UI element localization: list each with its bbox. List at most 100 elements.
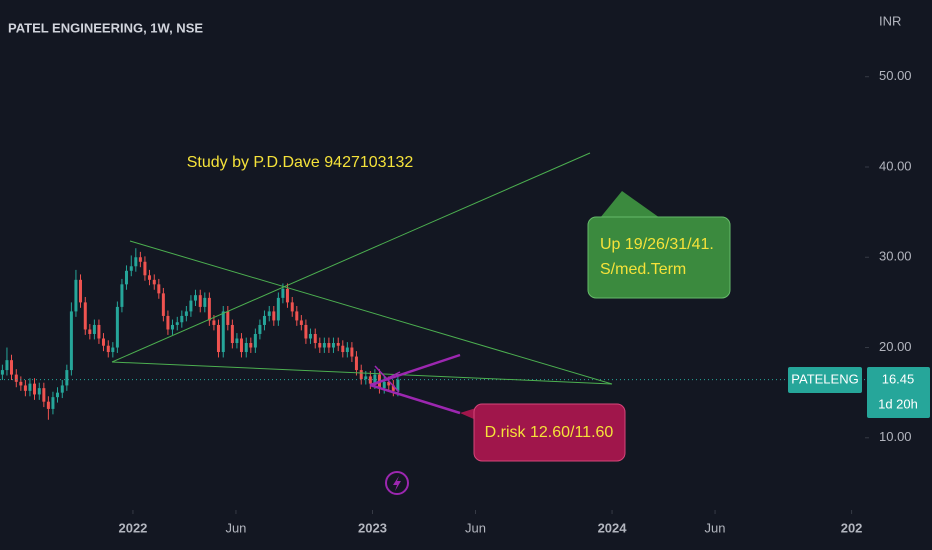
candle-body xyxy=(226,311,230,325)
candle-body xyxy=(55,392,59,398)
candle-body xyxy=(207,297,211,321)
candle-body xyxy=(124,270,128,285)
annotation: D.risk 12.60/11.60 xyxy=(485,424,614,441)
pattern-line xyxy=(371,371,401,387)
candle-body xyxy=(175,322,179,325)
x-tick-label: 202 xyxy=(841,520,863,535)
candle-body xyxy=(97,324,101,339)
candle-body xyxy=(249,343,253,348)
candle-body xyxy=(304,324,308,339)
candle-body xyxy=(170,324,174,330)
candle-body xyxy=(138,257,142,262)
candle-body xyxy=(253,333,257,348)
currency-label: INR xyxy=(879,13,901,28)
candle-body xyxy=(327,343,331,348)
candle-body xyxy=(285,288,289,303)
candle-body xyxy=(359,370,363,380)
candle-body xyxy=(350,347,354,357)
callout-box xyxy=(473,403,626,462)
candle-body xyxy=(322,343,326,348)
symbol-tag xyxy=(788,367,862,393)
y-tick-label: 50.00 xyxy=(879,68,912,83)
chart-title: PATEL ENGINEERING, 1W, NSE xyxy=(8,20,203,35)
candle-body xyxy=(129,266,133,271)
event-icon-bolt xyxy=(393,476,401,491)
last-price-label: 16.45 xyxy=(882,371,915,386)
annotation: Up 19/26/31/41. xyxy=(600,236,714,253)
candle-body xyxy=(101,338,105,346)
candle-body xyxy=(341,345,345,353)
pattern-line xyxy=(369,383,461,415)
candle-body xyxy=(368,376,372,384)
x-tick-label: 2024 xyxy=(598,520,628,535)
candle-body xyxy=(143,261,147,276)
candle-body xyxy=(46,401,50,409)
x-tick-label: Jun xyxy=(705,520,726,535)
candle-body xyxy=(203,297,207,307)
candle-body xyxy=(267,311,271,316)
candle-body xyxy=(230,324,234,344)
candle-body xyxy=(272,311,276,321)
countdown-label: 1d 20h xyxy=(878,396,918,411)
candle-body xyxy=(364,376,368,380)
candle-body xyxy=(313,333,317,344)
candle-body xyxy=(387,381,391,386)
candle-body xyxy=(51,397,55,409)
candle-body xyxy=(244,343,248,353)
candle-body xyxy=(276,297,280,321)
candle-body xyxy=(382,381,386,389)
candle-body xyxy=(354,356,358,371)
candle-body xyxy=(318,343,322,348)
candle-body xyxy=(336,343,340,346)
callout-box xyxy=(587,216,731,299)
candle-body xyxy=(37,388,41,395)
candle-body xyxy=(134,257,138,267)
candle-body xyxy=(147,275,151,280)
candle-body xyxy=(152,279,156,285)
candle-body xyxy=(69,311,73,371)
candle-body xyxy=(74,279,78,312)
trend-line xyxy=(129,240,613,385)
candle-body xyxy=(14,374,18,382)
candle-body xyxy=(19,381,23,386)
candle-body xyxy=(32,383,36,395)
candle-body xyxy=(106,345,110,353)
candle-body xyxy=(193,295,197,301)
candle-body xyxy=(198,295,202,307)
candle-body xyxy=(258,324,262,334)
candle-body xyxy=(308,333,312,339)
candle-body xyxy=(373,374,377,384)
event-icon[interactable] xyxy=(385,471,409,495)
candle-body xyxy=(180,315,184,323)
callout-tail xyxy=(600,191,660,218)
candle-body xyxy=(65,370,69,386)
candle-body xyxy=(290,302,294,312)
x-tick-label: Jun xyxy=(465,520,486,535)
candle-body xyxy=(23,385,27,391)
callout-tail xyxy=(460,408,476,420)
trend-lines xyxy=(111,152,613,385)
candle-body xyxy=(221,311,225,353)
y-tick-label: 40.00 xyxy=(879,158,912,173)
price-tag xyxy=(867,367,930,418)
candle-body xyxy=(331,343,335,348)
candle-body xyxy=(42,388,46,402)
candle-body xyxy=(92,324,96,334)
candle-body xyxy=(391,385,395,391)
candle-body xyxy=(184,311,188,316)
candle-body xyxy=(28,383,32,391)
candle-body xyxy=(216,324,220,353)
candle-body xyxy=(111,347,115,353)
candle-body xyxy=(157,284,161,294)
y-tick-label: 20.00 xyxy=(879,339,912,354)
candle-body xyxy=(239,338,243,353)
x-tick-label: Jun xyxy=(225,520,246,535)
candle-body xyxy=(60,385,64,393)
pennant xyxy=(369,353,461,415)
x-tick-label: 2022 xyxy=(118,520,147,535)
candle-body xyxy=(5,360,9,371)
candle-body xyxy=(166,315,170,330)
